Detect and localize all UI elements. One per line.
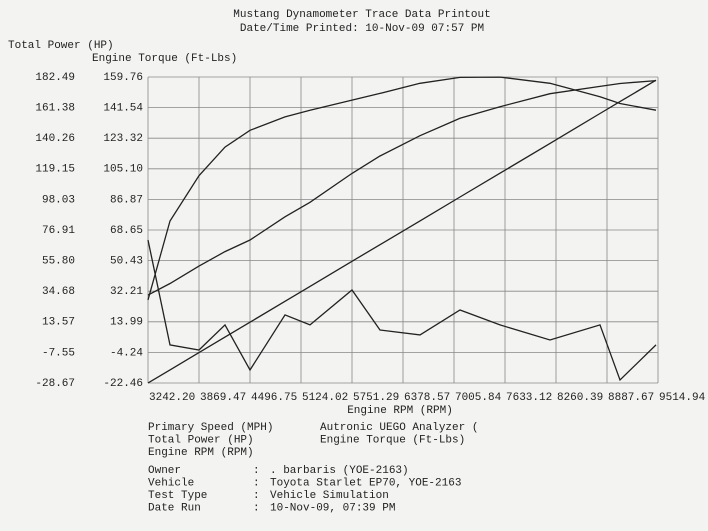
y2-tick-label: 123.32 xyxy=(103,133,143,145)
legend-entry: Engine Torque (Ft-Lbs) xyxy=(320,434,465,446)
info-label: Date Run xyxy=(148,502,201,514)
x-tick-label: 8260.39 xyxy=(557,392,603,404)
info-label: Owner xyxy=(148,465,181,477)
x-tick-label: 6378.57 xyxy=(404,392,450,404)
legend-entry: Primary Speed (MPH) xyxy=(148,422,273,434)
info-separator: : xyxy=(253,502,260,514)
y-tick-label: 119.15 xyxy=(35,164,75,176)
legend-entry: Total Power (HP) xyxy=(148,434,254,446)
y2-tick-label: -4.24 xyxy=(110,347,143,359)
info-label: Test Type xyxy=(148,490,207,502)
x-tick-label: 5124.02 xyxy=(302,392,348,404)
info-separator: : xyxy=(253,477,260,489)
x-tick-label: 7633.12 xyxy=(506,392,552,404)
y-tick-label: 182.49 xyxy=(35,72,75,84)
series-line xyxy=(147,76,657,301)
chart-title: Mustang Dynamometer Trace Data Printout xyxy=(233,9,490,21)
y2-tick-label: 141.54 xyxy=(103,103,143,115)
series-line xyxy=(147,79,657,384)
info-value: 10-Nov-09, 07:39 PM xyxy=(270,502,395,514)
info-separator: : xyxy=(253,465,260,477)
info-value: Toyota Starlet EP70, YOE-2163 xyxy=(270,477,461,489)
y2-tick-label: -22.46 xyxy=(103,378,143,390)
series-line xyxy=(147,239,657,382)
info-separator: : xyxy=(253,490,260,502)
legend-entry: Engine RPM (RPM) xyxy=(148,447,254,459)
y2-tick-label: 13.99 xyxy=(110,317,143,329)
y2-tick-label: 32.21 xyxy=(110,286,143,298)
y-tick-label: -28.67 xyxy=(35,378,75,390)
x-tick-label: 4496.75 xyxy=(251,392,297,404)
y-tick-label: 55.80 xyxy=(42,255,75,267)
info-value: Vehicle Simulation xyxy=(270,490,389,502)
y2-tick-label: 86.87 xyxy=(110,194,143,206)
info-label: Vehicle xyxy=(148,477,194,489)
y-tick-label: 76.91 xyxy=(42,225,75,237)
x-tick-label: 7005.84 xyxy=(455,392,502,404)
legend-entry: Autronic UEGO Analyzer ( xyxy=(320,422,478,434)
chart-subtitle: Date/Time Printed: 10-Nov-09 07:57 PM xyxy=(240,23,484,35)
x-tick-label: 8887.67 xyxy=(608,392,654,404)
x-tick-label: 5751.29 xyxy=(353,392,399,404)
y-axis-label: Total Power (HP) xyxy=(8,40,114,52)
y-tick-label: 34.68 xyxy=(42,286,75,298)
y2-tick-label: 50.43 xyxy=(110,256,143,268)
y2-tick-label: 159.76 xyxy=(103,72,143,84)
x-tick-label: 3242.20 xyxy=(149,392,195,404)
y2-tick-label: 68.65 xyxy=(110,225,143,237)
x-tick-label: 9514.94 xyxy=(659,392,706,404)
y-tick-label: -7.55 xyxy=(42,347,75,359)
y2-axis-label: Engine Torque (Ft-Lbs) xyxy=(92,53,237,65)
x-tick-label: 3869.47 xyxy=(200,392,246,404)
y-tick-label: 161.38 xyxy=(35,102,75,114)
y-tick-label: 98.03 xyxy=(42,194,75,206)
info-value: . barbaris (YOE-2163) xyxy=(270,465,409,477)
y-tick-label: 140.26 xyxy=(35,133,75,145)
y-tick-label: 13.57 xyxy=(42,317,75,329)
y2-tick-label: 105.10 xyxy=(103,164,143,176)
x-axis-label: Engine RPM (RPM) xyxy=(347,405,453,417)
